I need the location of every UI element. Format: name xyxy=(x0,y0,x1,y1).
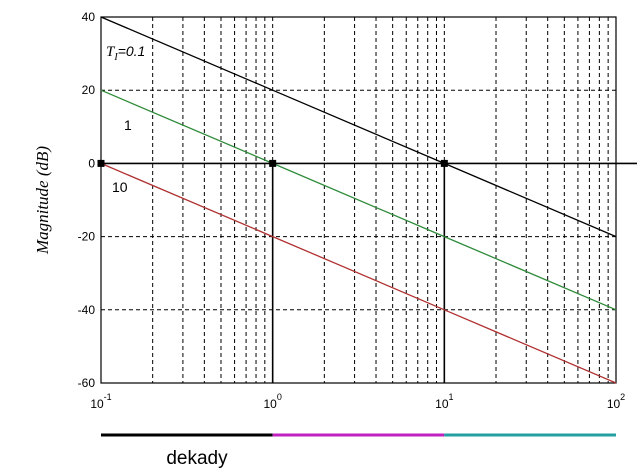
axes xyxy=(100,16,637,384)
y-tick-label: -40 xyxy=(78,303,96,317)
grid xyxy=(101,17,616,383)
plot-frame xyxy=(100,16,617,384)
y-tick-label: 40 xyxy=(82,10,96,24)
series xyxy=(100,16,617,384)
x-tick-label: 101 xyxy=(435,392,453,411)
series-line xyxy=(100,16,617,238)
markers xyxy=(97,159,448,167)
x-tick-label: 100 xyxy=(263,392,281,411)
y-axis-label: Magnitude (dB) xyxy=(33,146,52,255)
decade-caption: dekady xyxy=(166,448,228,469)
crossover-marker xyxy=(269,159,277,167)
y-tick-label: -20 xyxy=(78,230,96,244)
x-tick-label: 102 xyxy=(607,392,625,411)
annotation-1: 1 xyxy=(124,117,132,133)
series-line xyxy=(100,162,617,384)
crossover-marker xyxy=(97,159,105,167)
y-tick-label: 0 xyxy=(88,156,95,170)
y-tick-label: -60 xyxy=(78,376,96,390)
x-tick-label: 10-1 xyxy=(90,392,111,411)
annotation-10: 10 xyxy=(112,179,128,195)
series-line xyxy=(100,89,617,311)
y-tick-label: 20 xyxy=(82,83,96,97)
crossover-marker xyxy=(440,159,448,167)
annotation-ti: TI=0.1 xyxy=(106,43,145,63)
